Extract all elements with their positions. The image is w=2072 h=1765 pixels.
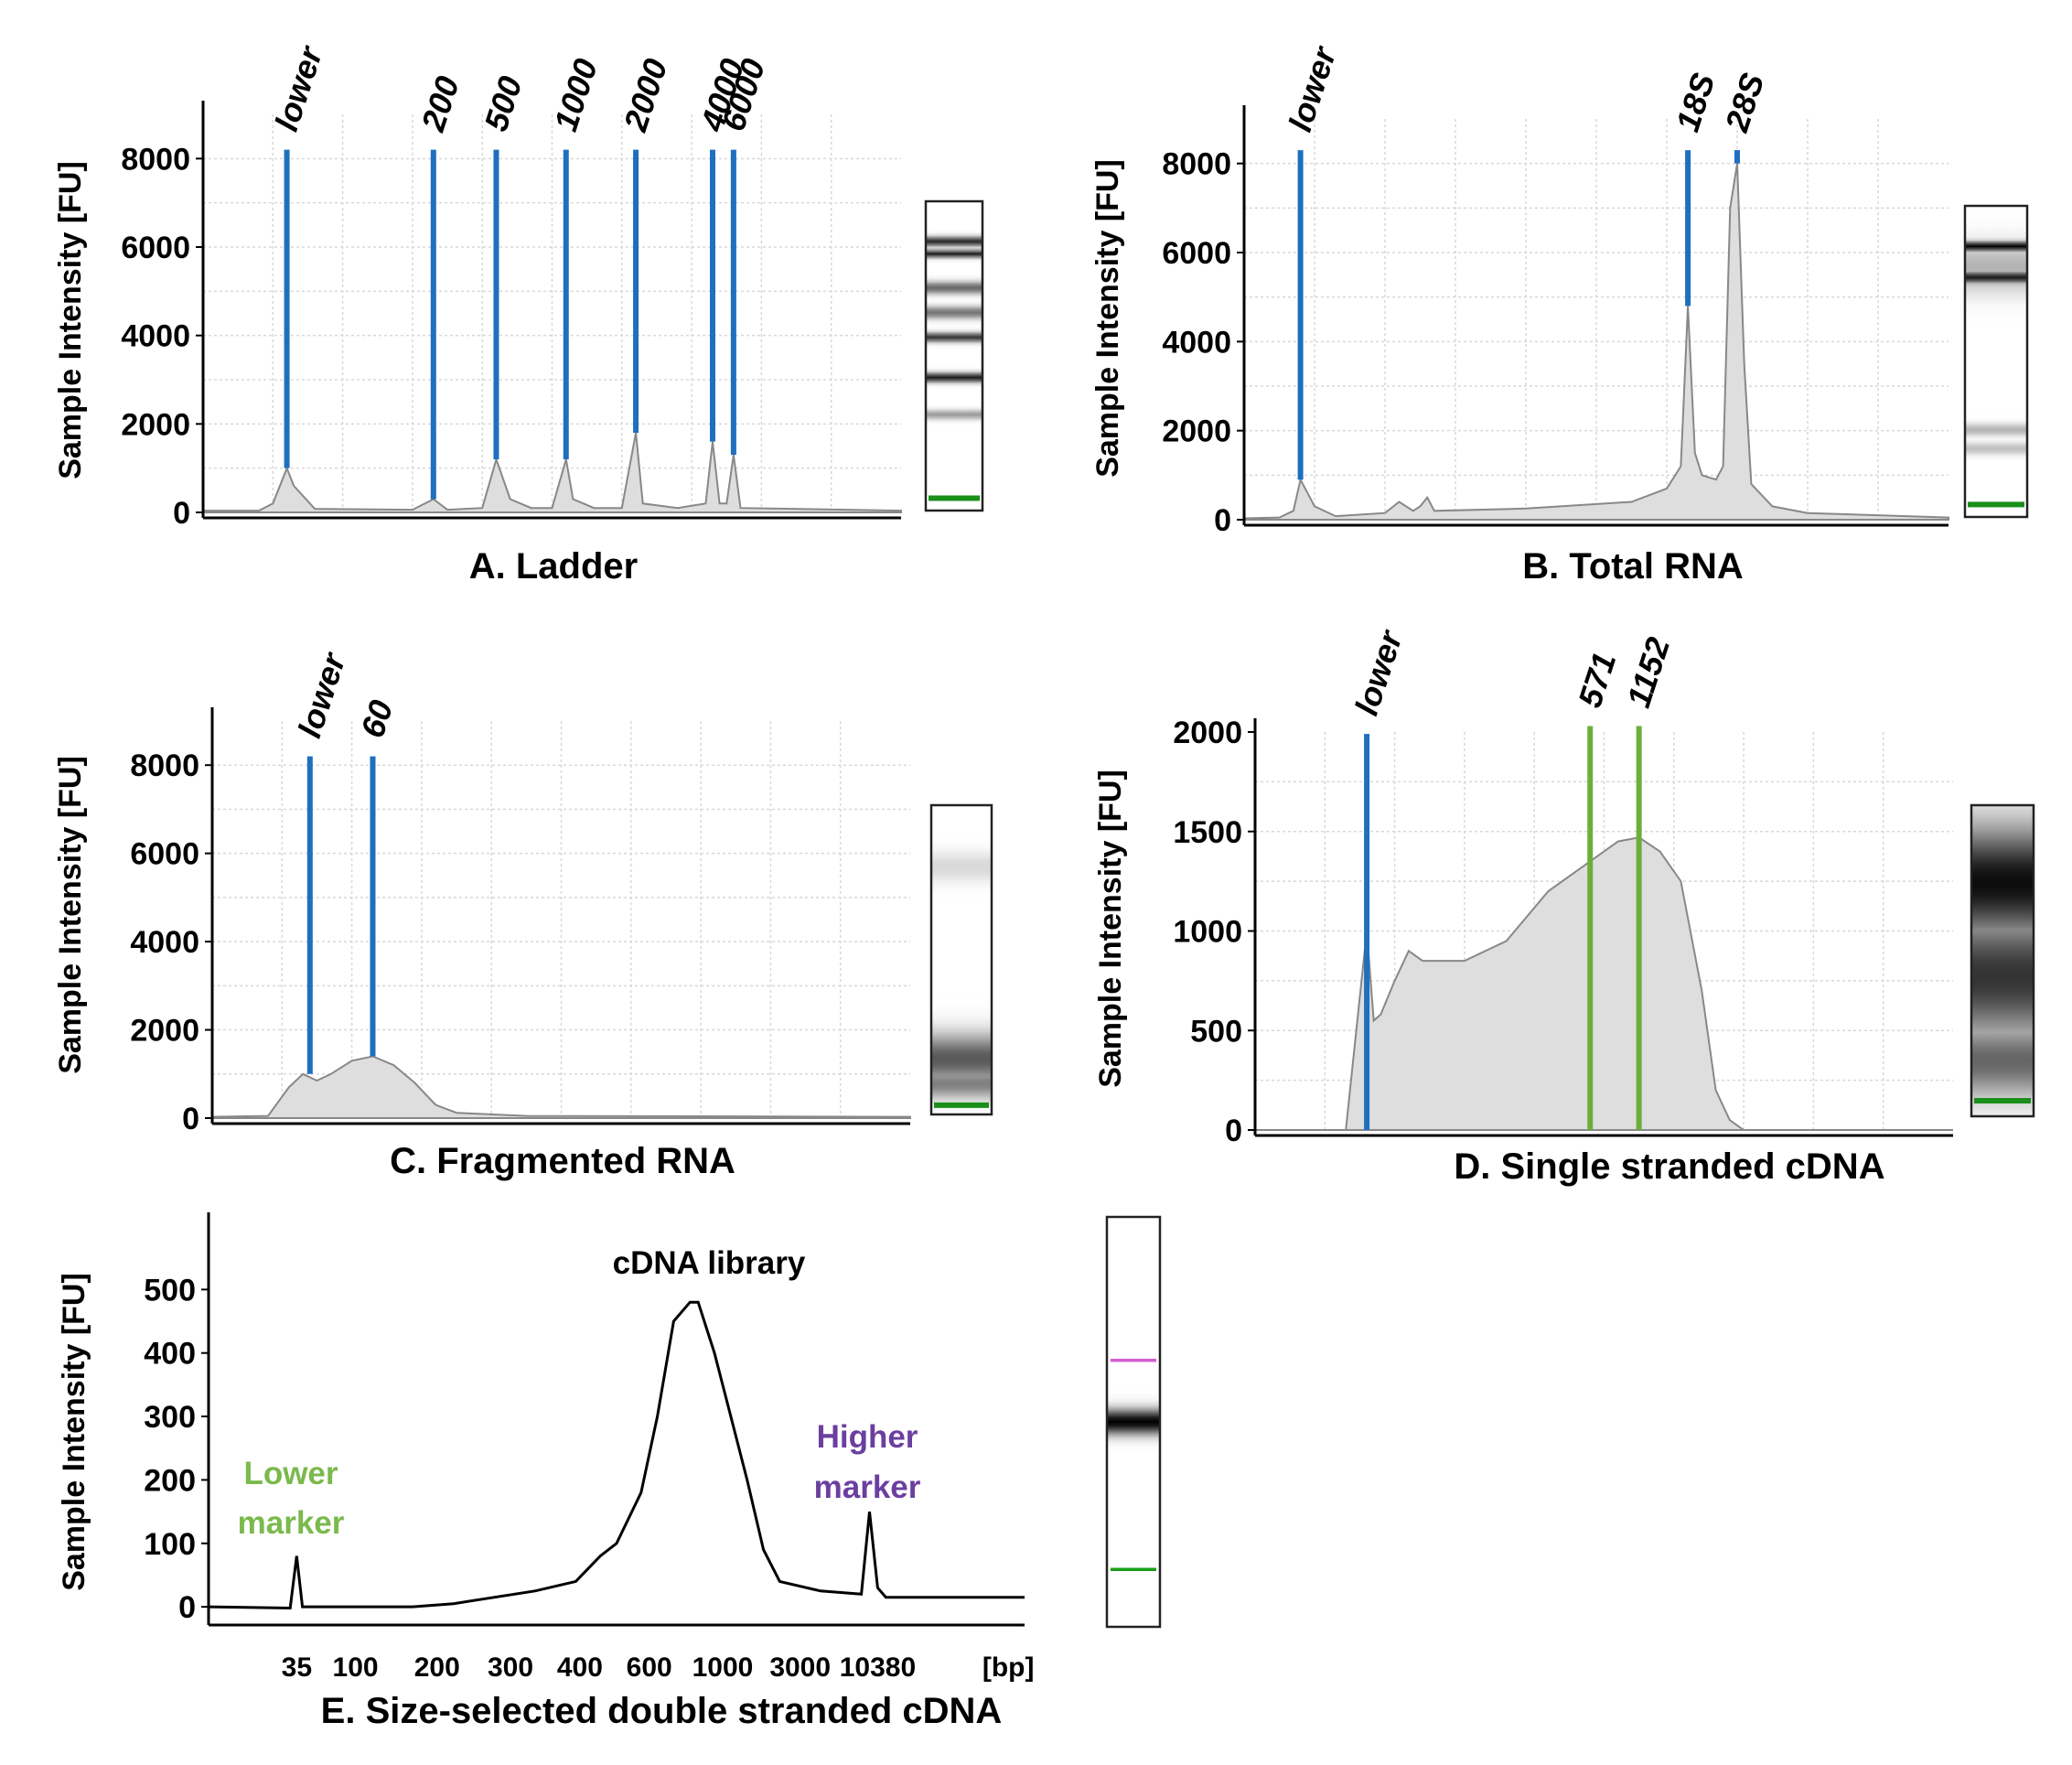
y-tick-label: 0 bbox=[1214, 503, 1231, 538]
y-tick-label: 500 bbox=[144, 1273, 196, 1308]
annotation-lower-marker-2: marker bbox=[238, 1505, 345, 1541]
annotation-lower-marker-1: Lower bbox=[243, 1456, 338, 1491]
y-tick-label: 100 bbox=[144, 1527, 196, 1562]
y-axis-label-d: Sample Intensity [FU] bbox=[1093, 769, 1128, 1088]
y-tick-label: 2000 bbox=[1162, 414, 1231, 449]
x-tick-label: 1000 bbox=[692, 1652, 754, 1683]
y-tick-label: 300 bbox=[144, 1400, 196, 1435]
y-tick-label: 1000 bbox=[1173, 915, 1242, 950]
y-tick-label: 8000 bbox=[1162, 147, 1231, 182]
gel-lower-marker-band bbox=[1968, 501, 2024, 508]
y-axis-label-a: Sample Intensity [FU] bbox=[53, 161, 88, 479]
x-tick-label: 300 bbox=[488, 1652, 533, 1683]
x-tick-label: 400 bbox=[557, 1652, 603, 1683]
peak-label-1152: 1152 bbox=[1619, 633, 1677, 712]
electropherogram-line-e bbox=[208, 1300, 1025, 1610]
peak-label-571: 571 bbox=[1571, 648, 1624, 712]
y-tick-label: 0 bbox=[1225, 1114, 1242, 1148]
y-tick-label: 6000 bbox=[121, 231, 190, 265]
y-axis-label-b: Sample Intensity [FU] bbox=[1090, 159, 1125, 478]
annotation-higher-marker-2: marker bbox=[814, 1469, 921, 1505]
electropherogram-area-d bbox=[1255, 836, 1953, 1131]
gel-lower-marker-band bbox=[929, 495, 980, 501]
y-tick-label: 6000 bbox=[1162, 236, 1231, 271]
annotation-cdna-library: cDNA library bbox=[613, 1245, 806, 1281]
gel-lane-b bbox=[1963, 204, 2029, 519]
electropherogram-area-b bbox=[1243, 163, 1949, 521]
y-tick-label: 4000 bbox=[130, 925, 199, 960]
y-axis-label-c: Sample Intensity [FU] bbox=[53, 756, 88, 1074]
y-tick-label: 6000 bbox=[130, 837, 199, 872]
chart-title-c: C. Fragmented RNA bbox=[390, 1141, 735, 1181]
gel-lane-image bbox=[924, 199, 984, 512]
y-tick-label: 8000 bbox=[130, 748, 199, 783]
y-tick-label: 400 bbox=[144, 1337, 196, 1372]
gel-lane-image bbox=[929, 803, 993, 1116]
gel-lane-e bbox=[1105, 1215, 1162, 1629]
peak-label-lower: lower bbox=[1347, 625, 1411, 720]
x-tick-label: 10380 bbox=[840, 1652, 916, 1683]
gel-lane-d bbox=[1970, 803, 2035, 1118]
y-tick-label: 4000 bbox=[121, 319, 190, 354]
y-tick-label: 0 bbox=[178, 1590, 196, 1625]
x-tick-label: 200 bbox=[414, 1652, 460, 1683]
annotation-higher-marker-1: Higher bbox=[817, 1419, 918, 1455]
x-tick-label: 35 bbox=[282, 1652, 312, 1683]
x-tick-label: 100 bbox=[333, 1652, 379, 1683]
electropherogram-area-c bbox=[211, 1055, 911, 1119]
gel-lane-c bbox=[929, 803, 993, 1116]
y-tick-label: 0 bbox=[173, 496, 190, 531]
gel-lower-marker-band bbox=[1974, 1098, 2031, 1103]
y-tick-label: 4000 bbox=[1162, 325, 1231, 360]
chart-title-d: D. Single stranded cDNA bbox=[1454, 1146, 1884, 1187]
y-tick-label: 2000 bbox=[130, 1014, 199, 1049]
y-tick-label: 200 bbox=[144, 1463, 196, 1498]
chart-title-e: E. Size-selected double stranded cDNA bbox=[321, 1691, 1003, 1731]
gel-lower-marker-band bbox=[934, 1102, 989, 1108]
chart-title-b: B. Total RNA bbox=[1522, 546, 1743, 587]
y-tick-label: 8000 bbox=[121, 142, 190, 177]
chart-title-a: A. Ladder bbox=[469, 546, 638, 587]
y-tick-label: 500 bbox=[1190, 1014, 1242, 1049]
x-tick-label: 600 bbox=[627, 1652, 672, 1683]
panel-e-size-selected-cdna: 0 100 200 300 400 500 35 100 200 300 400 600 1000 30… bbox=[57, 1212, 1162, 1731]
gel-lane-image bbox=[1105, 1215, 1162, 1629]
y-tick-label: 2000 bbox=[1173, 716, 1242, 750]
y-axis-label-e: Sample Intensity [FU] bbox=[57, 1273, 91, 1591]
x-tick-label: 3000 bbox=[769, 1652, 831, 1683]
y-tick-label: 2000 bbox=[121, 407, 190, 442]
gel-lane-image bbox=[1970, 803, 2035, 1118]
y-tick-label: 1500 bbox=[1173, 815, 1242, 850]
x-tick-label: [bp] bbox=[982, 1652, 1035, 1683]
gel-lane-image bbox=[1963, 204, 2029, 519]
gel-lane-a bbox=[924, 199, 984, 512]
y-tick-label: 0 bbox=[182, 1102, 199, 1136]
